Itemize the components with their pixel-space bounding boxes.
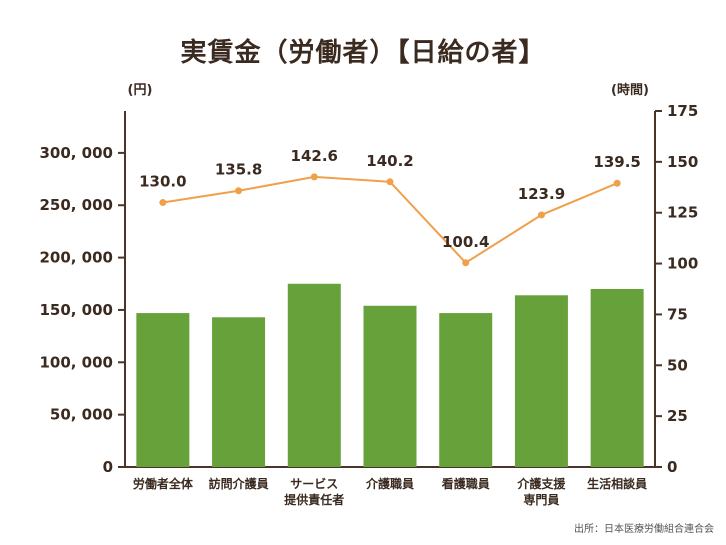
line-data-label: 142.6 [291, 147, 338, 165]
right-tick-label: 75 [667, 305, 688, 323]
line-point [613, 179, 621, 187]
right-tick-label: 50 [667, 356, 688, 374]
category-label: 専門員 [523, 492, 559, 507]
left-tick-label: 250, 000 [39, 196, 113, 214]
line-data-label: 123.9 [518, 185, 565, 203]
line-point [159, 199, 167, 207]
category-label: 生活相談員 [587, 476, 647, 491]
left-tick-label: 0 [103, 458, 113, 476]
category-label: サービス [290, 476, 338, 491]
chart-title: 実賃金（労働者）【日給の者】 [180, 38, 546, 68]
line-point [310, 173, 318, 181]
bar [136, 313, 190, 467]
left-tick-label: 300, 000 [39, 144, 113, 162]
line-data-label: 100.4 [442, 233, 489, 251]
right-tick-label: 175 [667, 102, 698, 120]
right-axis-unit: (時間) [611, 82, 649, 98]
source-note: 出所：日本医療労働組合連合会 [574, 524, 714, 535]
line-point [537, 211, 545, 219]
left-tick-label: 200, 000 [39, 249, 113, 267]
bar [363, 305, 417, 467]
left-axis-unit: (円) [128, 83, 153, 98]
bar [590, 289, 644, 467]
bar [212, 317, 266, 467]
category-label: 介護支援 [516, 476, 566, 491]
line-point [235, 187, 243, 195]
line-point [386, 178, 394, 186]
category-label: 提供責任者 [284, 492, 344, 507]
bar [439, 313, 493, 467]
line-data-label: 135.8 [215, 161, 262, 179]
bar [287, 283, 341, 467]
line-data-label: 139.5 [593, 153, 640, 171]
left-tick-label: 150, 000 [39, 301, 113, 319]
bar [514, 295, 568, 467]
line-point [462, 259, 470, 267]
right-tick-label: 100 [667, 255, 698, 273]
left-tick-label: 100, 000 [39, 353, 113, 371]
category-label: 看護職員 [442, 476, 490, 491]
right-tick-label: 125 [667, 204, 698, 222]
category-label: 労働者全体 [133, 476, 194, 491]
category-label: 訪問介護員 [209, 476, 269, 491]
right-tick-label: 0 [667, 458, 677, 476]
category-label: 介護職員 [365, 476, 414, 491]
line-data-label: 140.2 [366, 152, 413, 170]
line-data-label: 130.0 [139, 173, 186, 191]
right-tick-label: 25 [667, 407, 688, 425]
right-tick-label: 150 [667, 153, 698, 171]
left-tick-label: 50, 000 [50, 406, 113, 424]
